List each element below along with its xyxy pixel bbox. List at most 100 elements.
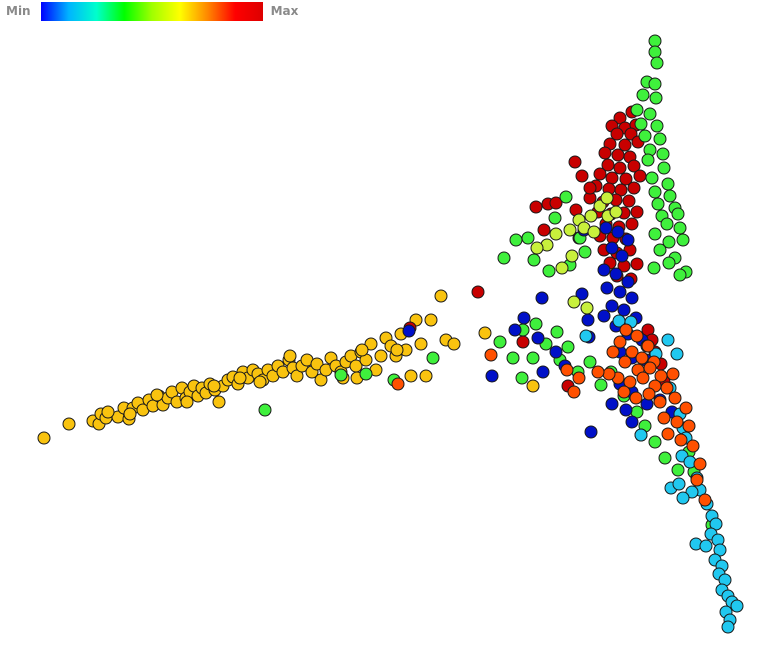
data-point-orange (698, 493, 712, 507)
data-point-green (634, 117, 648, 131)
data-point-blue (402, 324, 416, 338)
data-point-orange (623, 375, 637, 389)
data-point-orange (660, 381, 674, 395)
data-point-red (627, 181, 641, 195)
data-point-red (537, 223, 551, 237)
data-point-blue (599, 221, 613, 235)
data-point-red (627, 159, 641, 173)
data-point-red (593, 167, 607, 181)
data-point-yellow (404, 369, 418, 383)
data-point-blue (597, 309, 611, 323)
data-point-cyan (672, 477, 686, 491)
data-point-green (649, 91, 663, 105)
data-point-blue (621, 275, 635, 289)
data-point-blue (508, 323, 522, 337)
data-point-blue (625, 415, 639, 429)
data-point-red (549, 196, 563, 210)
data-point-orange (682, 419, 696, 433)
data-point-cyan (685, 485, 699, 499)
data-point-green (550, 325, 564, 339)
data-point-orange (636, 371, 650, 385)
data-point-green (643, 107, 657, 121)
data-point-orange (619, 323, 633, 337)
data-point-cyan (676, 491, 690, 505)
data-point-green (334, 368, 348, 382)
data-point-green (671, 463, 685, 477)
data-point-orange (613, 335, 627, 349)
data-point-orange (602, 367, 616, 381)
data-point-orange (642, 387, 656, 401)
data-point-green (493, 335, 507, 349)
data-point-orange (643, 361, 657, 375)
data-point-green (559, 190, 573, 204)
data-point-green (650, 119, 664, 133)
data-point-blue (575, 287, 589, 301)
data-point-blue (485, 369, 499, 383)
data-point-lime (567, 295, 581, 309)
data-point-red (598, 146, 612, 160)
data-point-green (583, 355, 597, 369)
data-point-red (471, 285, 485, 299)
data-point-red (633, 169, 647, 183)
data-point-green (426, 351, 440, 365)
data-point-blue (597, 263, 611, 277)
data-point-green (657, 161, 671, 175)
data-point-green (561, 340, 575, 354)
data-point-green (521, 231, 535, 245)
data-point-lime (565, 249, 579, 263)
data-point-orange (670, 415, 684, 429)
data-point-cyan (721, 620, 735, 634)
data-point-green (673, 268, 687, 282)
data-point-orange (484, 348, 498, 362)
data-point-blue (581, 313, 595, 327)
data-point-orange (674, 433, 688, 447)
data-point-green (515, 371, 529, 385)
data-point-green (526, 351, 540, 365)
data-point-blue (619, 403, 633, 417)
data-point-cyan (579, 329, 593, 343)
data-point-yellow (207, 379, 221, 393)
data-point-orange (668, 391, 682, 405)
data-point-green (663, 189, 677, 203)
data-point-orange (567, 385, 581, 399)
data-point-yellow (390, 343, 404, 357)
data-point-blue (613, 285, 627, 299)
data-point-orange (629, 391, 643, 405)
data-point-orange (572, 371, 586, 385)
data-point-green (638, 129, 652, 143)
data-point-red (575, 169, 589, 183)
data-point-green (258, 403, 272, 417)
data-point-yellow (62, 417, 76, 431)
data-point-red (625, 217, 639, 231)
data-point-lime (555, 261, 569, 275)
data-point-blue (605, 397, 619, 411)
data-point-green (648, 77, 662, 91)
data-point-red (630, 205, 644, 219)
data-point-red (610, 127, 624, 141)
data-point-orange (591, 365, 605, 379)
data-point-cyan (661, 333, 675, 347)
data-point-green (648, 34, 662, 48)
data-point-yellow (150, 388, 164, 402)
data-point-yellow (253, 375, 267, 389)
data-point-green (648, 45, 662, 59)
data-point-green (653, 243, 667, 257)
data-point-orange (690, 473, 704, 487)
data-point-yellow (310, 357, 324, 371)
data-point-orange (686, 439, 700, 453)
data-point-yellow (526, 379, 540, 393)
data-point-yellow (478, 326, 492, 340)
data-point-lime (584, 209, 598, 223)
data-point-blue (621, 233, 635, 247)
data-point-green (648, 185, 662, 199)
data-point-yellow (355, 343, 369, 357)
data-point-green (647, 261, 661, 275)
data-point-blue (517, 311, 531, 325)
data-point-red (622, 194, 636, 208)
data-point-blue (609, 267, 623, 281)
data-point-green (660, 217, 674, 231)
data-point-lime (580, 301, 594, 315)
data-point-orange (625, 345, 639, 359)
data-point-yellow (233, 371, 247, 385)
